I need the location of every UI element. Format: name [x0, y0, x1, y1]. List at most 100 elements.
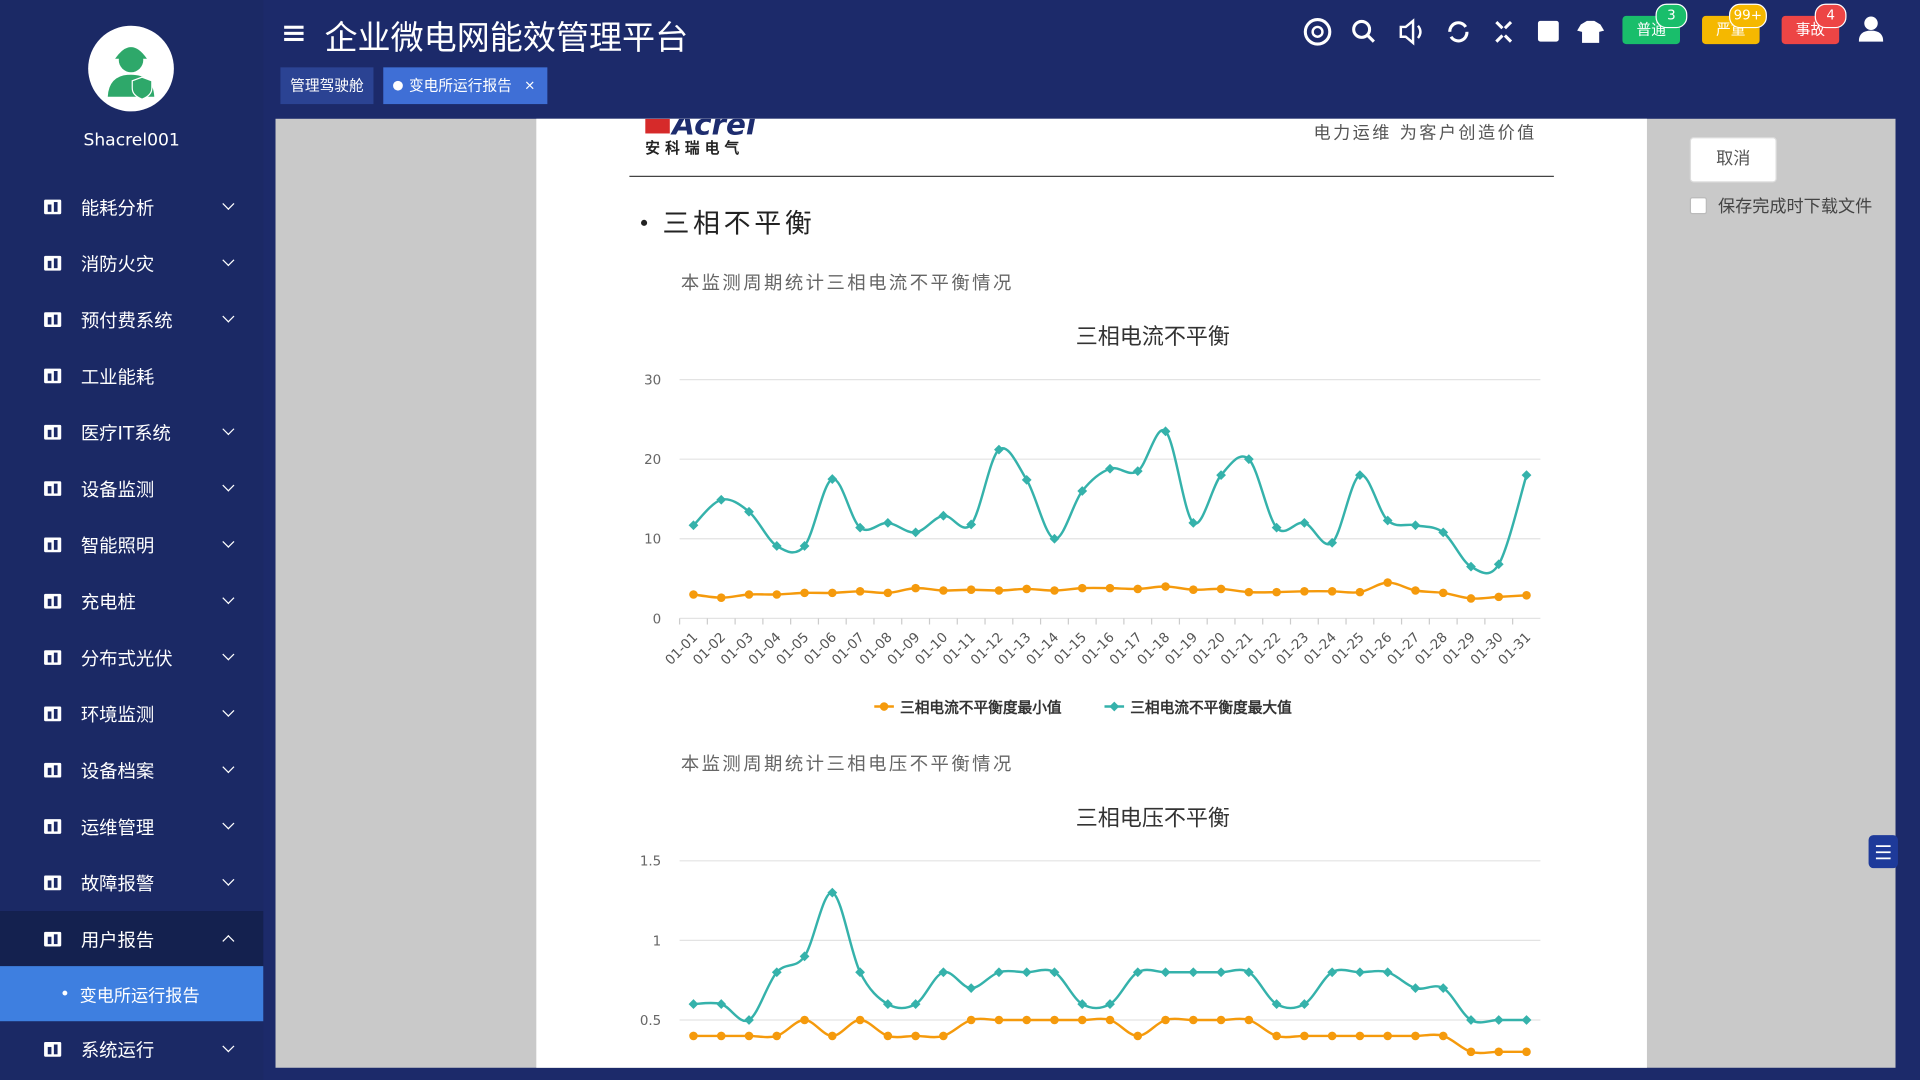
- data-point: [910, 999, 921, 1009]
- menu-chevron: [222, 423, 235, 436]
- menu-chevron: [222, 648, 235, 661]
- tab[interactable]: 管理驾驶舱: [280, 67, 374, 105]
- menu-label: 智能照明: [80, 535, 155, 558]
- badge-count: 99+: [1728, 3, 1767, 29]
- menu-label: 消防火灾: [80, 253, 155, 276]
- menu-icon: [44, 424, 62, 440]
- data-point: [1271, 999, 1282, 1009]
- checkbox[interactable]: [1689, 197, 1707, 215]
- data-point: [800, 588, 809, 598]
- menu-icon: [44, 762, 62, 778]
- menu-item[interactable]: 能耗分析: [0, 179, 263, 235]
- menu-chevron: [222, 934, 235, 948]
- chart-description: 本监测周期统计三相电压不平衡情况: [681, 754, 1014, 775]
- alarm-badge[interactable]: 事故 4: [1781, 3, 1847, 45]
- menu-item[interactable]: 消防火灾: [0, 235, 263, 291]
- data-point: [1355, 967, 1365, 978]
- menu-toggle[interactable]: [284, 23, 304, 43]
- data-point: [1022, 1015, 1031, 1025]
- chart-title: 三相电流不平衡: [1076, 325, 1230, 350]
- menu-item[interactable]: 智能照明: [0, 517, 263, 573]
- data-point: [994, 1015, 1004, 1025]
- data-point: [939, 586, 948, 595]
- data-point: [1299, 517, 1310, 528]
- data-point: [1077, 999, 1088, 1009]
- menu-item[interactable]: 设备档案: [0, 742, 263, 798]
- data-point: [827, 474, 838, 484]
- menu-item[interactable]: 环境监测: [0, 686, 263, 742]
- menu-icon: [44, 199, 62, 215]
- data-point: [1383, 1031, 1392, 1041]
- data-point: [1355, 587, 1365, 597]
- menu-item[interactable]: 设备监测: [0, 460, 263, 516]
- data-point: [1243, 454, 1254, 465]
- data-point: [1494, 592, 1504, 602]
- data-point: [1494, 1047, 1504, 1057]
- data-point: [1133, 1031, 1143, 1041]
- menu-item[interactable]: 预付费系统: [0, 291, 263, 347]
- data-point: [1438, 983, 1449, 994]
- data-point: [1411, 1031, 1420, 1041]
- menu-item[interactable]: 运维管理: [0, 798, 263, 854]
- cancel-button[interactable]: 取消: [1689, 137, 1777, 183]
- menu-item[interactable]: 充电桩: [0, 573, 263, 629]
- data-point: [1438, 527, 1449, 538]
- data-point: [1521, 1015, 1532, 1025]
- tab-active[interactable]: 变电所运行报告 ×: [383, 67, 548, 105]
- menu-icon: [44, 706, 62, 722]
- menu-icon: [44, 368, 62, 384]
- menu-item[interactable]: 系统运行: [0, 1021, 263, 1077]
- data-point: [1355, 1031, 1365, 1041]
- menu-chevron: [222, 873, 235, 886]
- menu-label: 运维管理: [80, 816, 155, 839]
- y-tick-label: 20: [644, 453, 661, 468]
- menu-chevron: [222, 479, 235, 492]
- logo-sub: 安 科 瑞 电 气: [645, 139, 739, 157]
- menu-item[interactable]: 故障报警: [0, 855, 263, 911]
- data-point: [1244, 1015, 1254, 1025]
- data-point: [1105, 463, 1115, 474]
- data-point: [1271, 522, 1282, 533]
- data-point: [689, 1031, 698, 1041]
- data-point: [772, 590, 782, 599]
- bullet: [641, 219, 648, 226]
- alarm-badge[interactable]: 普通 3: [1622, 3, 1688, 45]
- alarm-badge[interactable]: 严重 99+: [1702, 3, 1767, 45]
- data-point: [716, 593, 726, 602]
- legend-marker: [1109, 701, 1120, 712]
- menu-item[interactable]: 工业能耗: [0, 348, 263, 404]
- menu-item[interactable]: 用户报告: [0, 911, 264, 968]
- menu-icon: [44, 593, 62, 609]
- data-point: [1272, 1031, 1281, 1041]
- y-tick-label: 0.5: [640, 1014, 661, 1029]
- logo-mark: [645, 118, 670, 134]
- data-point: [1522, 1047, 1531, 1057]
- menu-item[interactable]: 医疗IT系统: [0, 404, 263, 460]
- data-point: [744, 506, 754, 517]
- menu-icon: [44, 1042, 62, 1057]
- toolbar-icons[interactable]: [1298, 12, 1616, 51]
- data-point: [1160, 967, 1171, 978]
- menu-label: 系统运行: [80, 1039, 155, 1062]
- data-point: [1300, 1031, 1309, 1041]
- data-point: [1382, 515, 1393, 526]
- data-point: [828, 1031, 837, 1041]
- data-point: [1161, 1015, 1170, 1025]
- data-point: [1466, 594, 1476, 603]
- menu-label: 设备监测: [80, 478, 155, 501]
- data-point: [883, 1031, 893, 1041]
- data-point: [1438, 1031, 1448, 1041]
- menu-chevron: [222, 535, 235, 548]
- submenu-item[interactable]: 变电所运行报告: [0, 966, 264, 1022]
- username: Shacrel001: [83, 131, 180, 151]
- menu-label: 预付费系统: [80, 309, 173, 332]
- data-point: [1299, 999, 1310, 1009]
- tab-close[interactable]: ×: [524, 77, 536, 94]
- data-point: [1049, 967, 1060, 978]
- settings-button[interactable]: [1868, 835, 1898, 869]
- checkbox-label: 保存完成时下载文件: [1717, 197, 1873, 217]
- user-icon[interactable]: [1858, 16, 1884, 43]
- data-point: [938, 510, 949, 521]
- menu-item[interactable]: 分布式光伏: [0, 629, 263, 685]
- data-point: [1300, 587, 1309, 596]
